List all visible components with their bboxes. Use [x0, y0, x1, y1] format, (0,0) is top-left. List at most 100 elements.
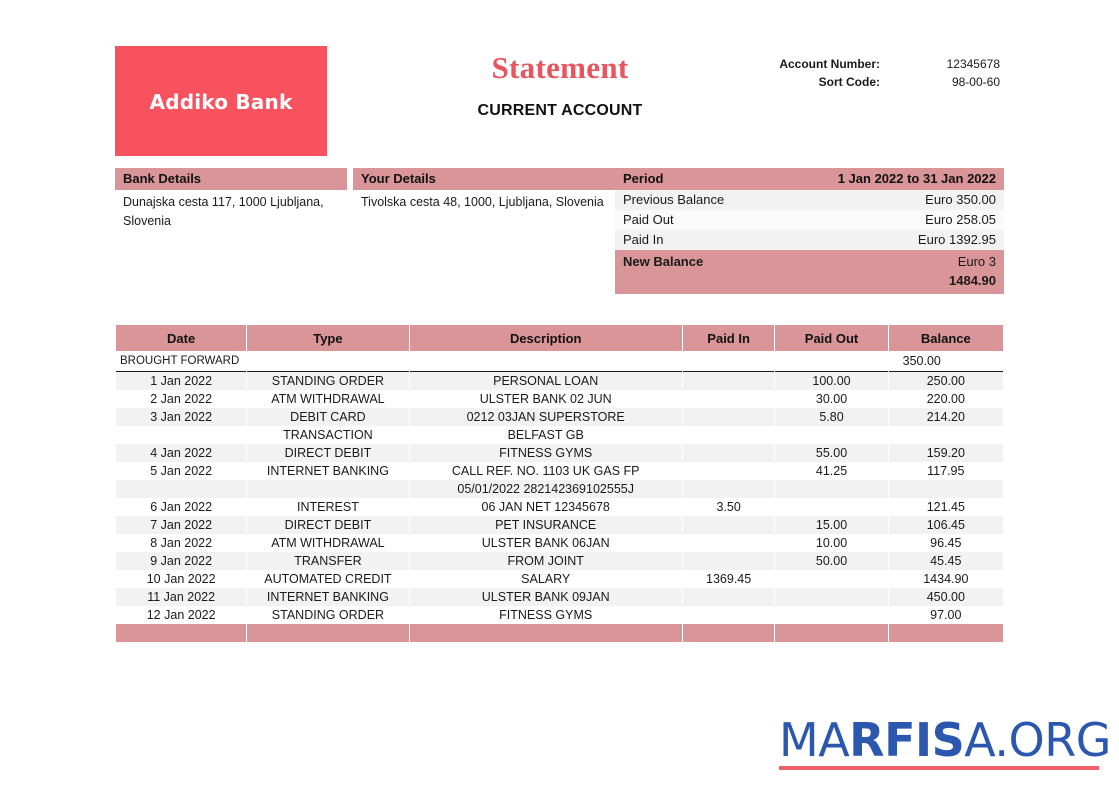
cell-date: 11 Jan 2022: [116, 588, 247, 606]
table-row: 4 Jan 2022 DIRECT DEBIT FITNESS GYMS 55.00 1…: [116, 444, 1003, 462]
cell-paid-out: 55.00: [775, 444, 888, 462]
table-row: 10 Jan 2022 AUTOMATED CREDIT SALARY 1369.45…: [116, 570, 1003, 588]
table-row: 8 Jan 2022 ATM WITHDRAWAL ULSTER BANK 06JA…: [116, 534, 1003, 552]
brought-forward-label: BROUGHT FORWARD: [116, 351, 247, 372]
cell-paid-out: [775, 606, 888, 624]
table-row: 12 Jan 2022 STANDING ORDER FITNESS GYMS 97.…: [116, 606, 1003, 624]
period-label: Period: [623, 171, 664, 186]
cell-paid-out: [775, 570, 888, 588]
period-value: 1 Jan 2022 to 31 Jan 2022: [837, 171, 996, 186]
cell-date: [116, 480, 247, 498]
summary-label: Previous Balance: [623, 192, 725, 207]
table-row: 1 Jan 2022 STANDING ORDER PERSONAL LOAN 100…: [116, 372, 1003, 390]
bank-details-heading: Bank Details: [115, 168, 347, 190]
cell-date: 4 Jan 2022: [116, 444, 247, 462]
cell-paid-out: 50.00: [775, 552, 888, 570]
cell-paid-out: 15.00: [775, 516, 888, 534]
new-balance-line-1: New Balance Euro 3: [623, 252, 996, 271]
table-header-row: Date Type Description Paid In Paid Out B…: [116, 325, 1003, 351]
cell-type: INTERNET BANKING: [247, 462, 409, 480]
cell-type: AUTOMATED CREDIT: [247, 570, 409, 588]
page-title: Statement: [491, 50, 629, 85]
summary-value: Euro 258.05: [925, 212, 996, 227]
summary-value: Euro 350.00: [925, 192, 996, 207]
footer-cell: [775, 624, 888, 642]
cell-paid-out: [775, 480, 888, 498]
table-row: 9 Jan 2022 TRANSFER FROM JOINT 50.00 45.45: [116, 552, 1003, 570]
account-number-label: Account Number:: [779, 57, 880, 71]
cell-balance: 450.00: [888, 588, 1003, 606]
cell-description: FITNESS GYMS: [409, 444, 682, 462]
column-header-balance: Balance: [888, 325, 1003, 351]
cell-type: [247, 480, 409, 498]
cell-type: STANDING ORDER: [247, 606, 409, 624]
account-number-value: 12345678: [946, 57, 1000, 71]
cell-type: DEBIT CARD: [247, 408, 409, 426]
summary-label: Paid Out: [623, 212, 674, 227]
table-row: TRANSACTION BELFAST GB: [116, 426, 1003, 444]
cell-description: PET INSURANCE: [409, 516, 682, 534]
cell-balance: [888, 480, 1003, 498]
summary-value: Euro 1392.95: [917, 232, 996, 247]
watermark-part-2: RFIS: [849, 713, 965, 767]
cell-description: ULSTER BANK 09JAN: [409, 588, 682, 606]
account-number-row: Account Number: 12345678: [700, 55, 1000, 73]
footer-cell: [409, 624, 682, 642]
cell-description: SALARY: [409, 570, 682, 588]
sort-code-label: Sort Code:: [818, 75, 880, 89]
table-row: 05/01/2022 282142369102555J: [116, 480, 1003, 498]
period-heading-row: Period 1 Jan 2022 to 31 Jan 2022: [615, 168, 1004, 190]
period-summary-panel: Period 1 Jan 2022 to 31 Jan 2022 Previou…: [615, 168, 1004, 294]
cell-description: FITNESS GYMS: [409, 606, 682, 624]
footer-cell: [888, 624, 1003, 642]
cell-date: 6 Jan 2022: [116, 498, 247, 516]
cell-paid-in: [682, 516, 775, 534]
column-header-paid-out: Paid Out: [775, 325, 888, 351]
sort-code-value: 98-00-60: [951, 75, 1000, 89]
cell-balance: 250.00: [888, 372, 1003, 390]
watermark-part-1: MA: [779, 713, 850, 767]
cell-paid-in: [682, 480, 775, 498]
summary-label: Paid In: [623, 232, 664, 247]
table-row: 11 Jan 2022 INTERNET BANKING ULSTER BANK 0…: [116, 588, 1003, 606]
cell-description: CALL REF. NO. 1103 UK GAS FP: [409, 462, 682, 480]
bank-details-panel: Bank Details Dunajska cesta 117, 1000 Lj…: [115, 168, 347, 231]
your-details-heading: Your Details: [353, 168, 619, 190]
cell-paid-in: [682, 372, 775, 390]
footer-cell: [247, 624, 409, 642]
brought-forward-balance: 350.00: [888, 351, 1003, 372]
cell-description: ULSTER BANK 02 JUN: [409, 390, 682, 408]
table-footer-row: [116, 624, 1003, 642]
cell-paid-out: [775, 588, 888, 606]
cell-description: BELFAST GB: [409, 426, 682, 444]
cell-balance: 1434.90: [888, 570, 1003, 588]
brought-forward-paid-out: [775, 351, 888, 372]
cell-type: TRANSFER: [247, 552, 409, 570]
footer-cell: [116, 624, 247, 642]
cell-type: STANDING ORDER: [247, 372, 409, 390]
cell-date: 12 Jan 2022: [116, 606, 247, 624]
table-row: 3 Jan 2022 DEBIT CARD 0212 03JAN SUPERSTOR…: [116, 408, 1003, 426]
cell-date: [116, 426, 247, 444]
cell-type: INTERNET BANKING: [247, 588, 409, 606]
sort-code-row: Sort Code: 98-00-60: [700, 73, 1000, 91]
account-meta: Account Number: 12345678 Sort Code: 98-0…: [700, 55, 1000, 91]
watermark-part-3: A.ORG: [964, 713, 1111, 767]
summary-row-previous-balance: Previous Balance Euro 350.00: [615, 190, 1004, 210]
watermark-underline: [779, 766, 1099, 770]
cell-paid-in: [682, 426, 775, 444]
brought-forward-description: [409, 351, 682, 372]
cell-description: 0212 03JAN SUPERSTORE: [409, 408, 682, 426]
new-balance-currency: Euro 3: [957, 254, 996, 269]
cell-balance: 159.20: [888, 444, 1003, 462]
cell-paid-in: [682, 588, 775, 606]
cell-date: 8 Jan 2022: [116, 534, 247, 552]
cell-date: 10 Jan 2022: [116, 570, 247, 588]
cell-date: 3 Jan 2022: [116, 408, 247, 426]
cell-balance: [888, 426, 1003, 444]
cell-type: TRANSACTION: [247, 426, 409, 444]
cell-paid-out: 100.00: [775, 372, 888, 390]
cell-balance: 97.00: [888, 606, 1003, 624]
cell-paid-out: [775, 426, 888, 444]
cell-type: ATM WITHDRAWAL: [247, 390, 409, 408]
